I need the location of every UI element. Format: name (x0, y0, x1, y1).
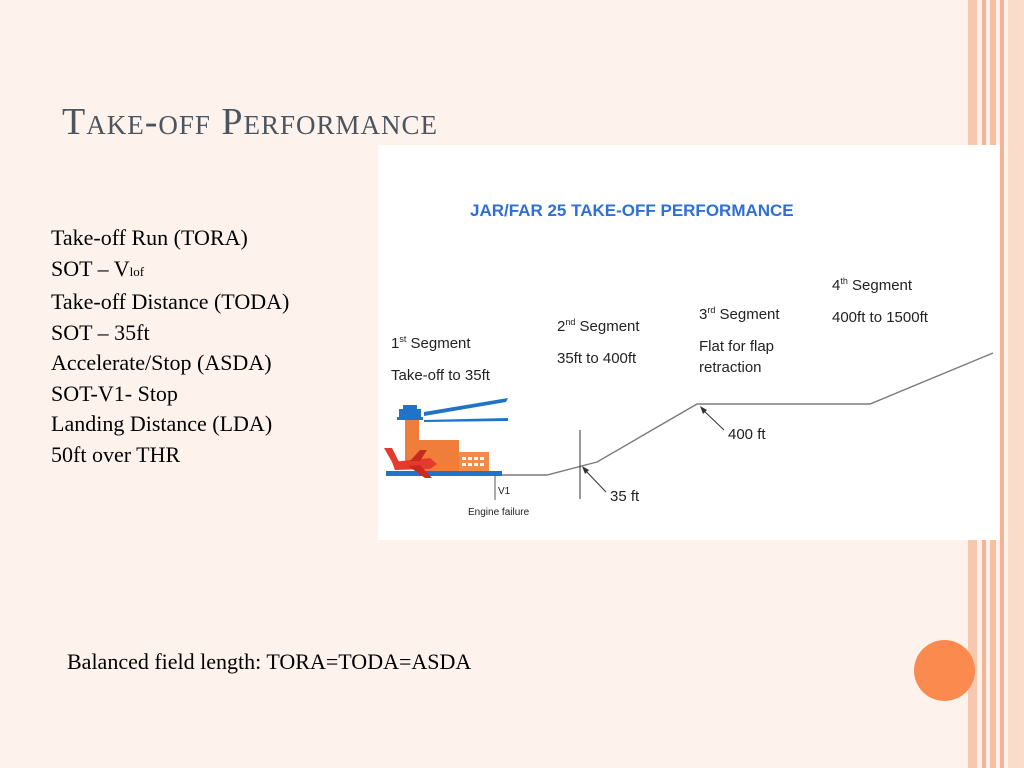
segment-4-heading: 4th Segment (832, 276, 913, 294)
engine-failure-label: Engine failure (468, 507, 530, 518)
v1-label: V1 (498, 486, 511, 497)
segment-2-description: 35ft to 400ft (557, 350, 637, 367)
segment-2-heading: 2nd Segment (557, 317, 640, 335)
slide-title: Take-off Performance (62, 101, 439, 143)
bullet-sot-vlof: SOT – Vlof (51, 255, 145, 281)
segment-1-description: Take-off to 35ft (391, 367, 491, 384)
400ft-label: 400 ft (728, 426, 766, 443)
bullet-toda: Take-off Distance (TODA) (51, 289, 290, 314)
segment-4-description: 400ft to 1500ft (832, 309, 929, 326)
decorative-orange-circle (914, 640, 975, 701)
flight-path-line (490, 352, 994, 476)
segment-3-description-line1: Flat for flap (699, 338, 774, 355)
400ft-arrow-line (701, 408, 725, 431)
airplane-icon (384, 448, 437, 478)
bullet-sot-v1-stop: SOT-V1- Stop (51, 380, 178, 406)
diagram-title: JAR/FAR 25 TAKE-OFF PERFORMANCE (470, 201, 794, 220)
35ft-label: 35 ft (610, 488, 640, 505)
balanced-field-length-note: Balanced field length: TORA=TODA=ASDA (67, 649, 472, 674)
bullet-50ft-thr: 50ft over THR (51, 441, 181, 467)
400ft-arrowhead (700, 406, 707, 414)
segment-3-description-line2: retraction (699, 359, 762, 376)
segment-3-heading: 3rd Segment (699, 305, 780, 323)
bullet-asda: Accelerate/Stop (ASDA) (51, 350, 272, 375)
bullet-lda: Landing Distance (LDA) (51, 411, 273, 436)
segment-1-heading: 1st Segment (391, 334, 471, 352)
bullet-tora: Take-off Run (TORA) (51, 225, 248, 250)
bullet-list: Take-off Run (TORA) SOT – Vlof Take-off … (51, 223, 289, 470)
bullet-sot-35ft: SOT – 35ft (51, 319, 150, 345)
35ft-arrow-line (583, 468, 607, 493)
35ft-arrowhead (582, 466, 589, 474)
